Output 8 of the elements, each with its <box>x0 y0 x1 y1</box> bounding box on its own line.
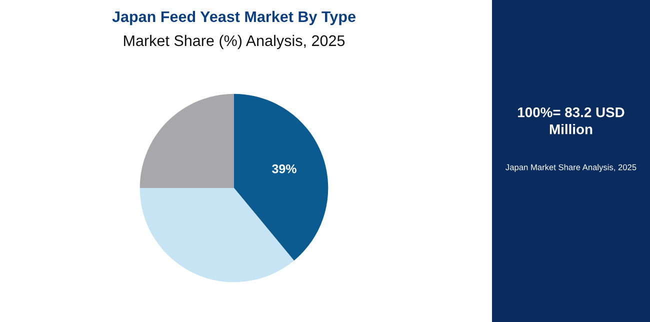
text: 100%= 83.2 USD Million <box>518 107 624 134</box>
text: Japan Market Share Analysis, 2025 <box>506 164 636 172</box>
pie-slice <box>234 94 328 261</box>
chart-title: Japan Feed Yeast Market By Type <box>112 10 356 26</box>
pie-slice <box>140 94 234 188</box>
chart-subtitle: Market Share (%) Analysis, 2025 <box>124 34 345 50</box>
pie-slice <box>140 188 294 282</box>
data-label: 39% <box>272 164 296 174</box>
